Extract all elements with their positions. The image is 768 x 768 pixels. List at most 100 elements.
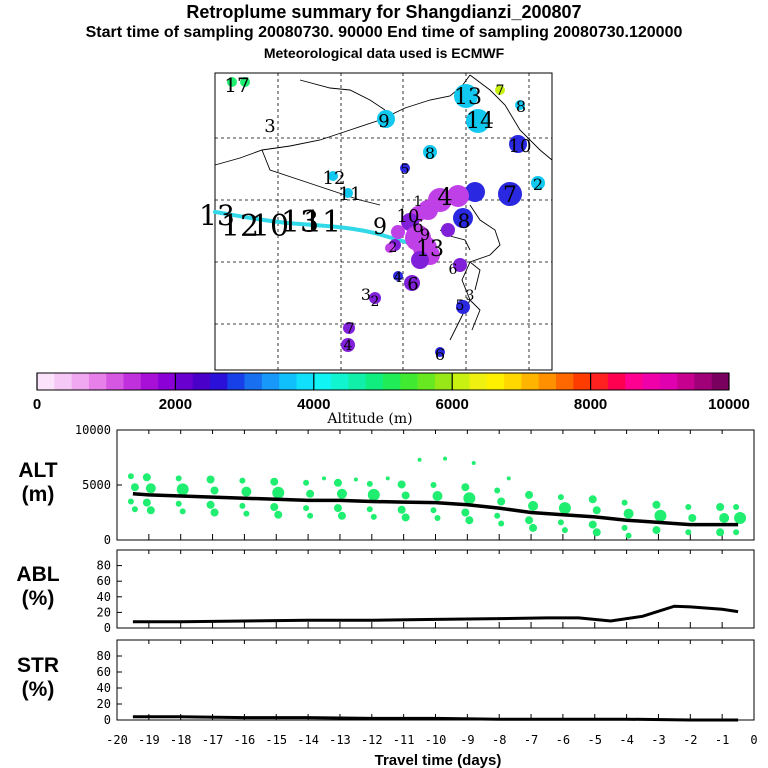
colorbar-axis-title: Altitude (m) bbox=[326, 411, 412, 427]
cluster-label: 9 bbox=[373, 215, 387, 240]
altitude-distribution-point bbox=[210, 486, 219, 495]
plume-cluster-marker bbox=[423, 145, 437, 159]
altitude-distribution-point bbox=[494, 487, 501, 494]
altitude-distribution-point bbox=[131, 506, 138, 513]
altitude-distribution-point bbox=[685, 504, 692, 510]
altitude-outlier-point bbox=[353, 477, 358, 482]
colorbar-swatch bbox=[538, 373, 557, 390]
colorbar-swatch bbox=[54, 373, 72, 390]
figure-title: Retroplume summary for Shangdianzi_20080… bbox=[186, 2, 582, 22]
altitude-distribution-point bbox=[142, 498, 151, 507]
altitude-distribution-point bbox=[557, 494, 564, 501]
y-tick-label: 60 bbox=[97, 665, 111, 679]
cluster-label: 10 bbox=[509, 136, 532, 157]
map-boundary bbox=[469, 261, 481, 291]
x-tick-label: -9 bbox=[460, 733, 474, 747]
cluster-label: 11 bbox=[303, 205, 341, 240]
altitude-distribution-point bbox=[333, 504, 342, 513]
altitude-distribution-point bbox=[561, 527, 568, 534]
plume-cluster-marker bbox=[498, 182, 522, 206]
plume-cluster-marker bbox=[341, 338, 355, 352]
map-boundary bbox=[299, 79, 386, 111]
plume-cluster-marker bbox=[465, 182, 485, 202]
altitude-distribution-point bbox=[652, 500, 661, 509]
altitude-distribution-point bbox=[463, 492, 476, 505]
x-tick-label: -15 bbox=[265, 733, 287, 747]
y-tick-label: 0 bbox=[104, 713, 111, 727]
plume-cluster-marker bbox=[466, 109, 490, 133]
cluster-label: 5 bbox=[401, 162, 410, 178]
cluster-label: 8 bbox=[425, 144, 435, 163]
x-tick-label: -11 bbox=[393, 733, 415, 747]
altitude-distribution-point bbox=[592, 528, 601, 537]
colorbar-swatch bbox=[106, 373, 124, 390]
altitude-outlier-point bbox=[443, 456, 448, 461]
altitude-distribution-point bbox=[142, 473, 151, 482]
x-axis-title: Travel time (days) bbox=[375, 752, 502, 768]
colorbar-swatch bbox=[452, 373, 470, 390]
altitude-distribution-point bbox=[206, 500, 215, 509]
y-tick-label: 5000 bbox=[82, 478, 111, 492]
altitude-distribution-point bbox=[127, 498, 134, 505]
cluster-label: 7 bbox=[346, 321, 355, 337]
altitude-distribution-point bbox=[239, 477, 246, 484]
altitude-distribution-point bbox=[176, 483, 189, 496]
altitude-distribution-point bbox=[497, 497, 506, 506]
abl-fraction-line bbox=[132, 604, 739, 624]
plume-cluster-marker bbox=[453, 258, 467, 272]
colorbar-swatch bbox=[694, 373, 712, 390]
altitude-distribution-point bbox=[337, 511, 346, 520]
colorbar-swatch bbox=[417, 373, 436, 390]
colorbar-tick-label: 8000 bbox=[574, 396, 607, 413]
cluster-label: 13 bbox=[416, 237, 444, 262]
cluster-label: 8 bbox=[458, 209, 471, 233]
altitude-distribution-point bbox=[494, 512, 501, 519]
altitude-distribution-point bbox=[307, 512, 314, 519]
altitude-distribution-point bbox=[498, 520, 505, 527]
altitude-distribution-point bbox=[461, 483, 470, 492]
plume-cluster-marker bbox=[495, 85, 505, 95]
colorbar-swatch bbox=[261, 373, 280, 390]
colorbar-swatch bbox=[573, 373, 591, 390]
x-tick-label: -4 bbox=[619, 733, 633, 747]
y-tick-label: 0 bbox=[104, 533, 111, 547]
cluster-label: 2 bbox=[389, 240, 398, 256]
cluster-label: 4 bbox=[394, 270, 403, 286]
altitude-distribution-point bbox=[432, 491, 443, 501]
x-tick-label: -18 bbox=[170, 733, 192, 747]
altitude-outlier-point bbox=[322, 476, 327, 481]
colorbar-tick-label: 6000 bbox=[436, 396, 469, 413]
colorbar-swatch bbox=[400, 373, 418, 390]
colorbar-swatch bbox=[521, 373, 539, 390]
cluster-label: 3 bbox=[466, 288, 475, 304]
altitude-distribution-point bbox=[175, 500, 182, 507]
cluster-label: 6 bbox=[435, 345, 445, 364]
cluster-label: 6 bbox=[449, 262, 458, 278]
plume-cluster-marker bbox=[391, 225, 405, 239]
colorbar-swatch bbox=[192, 373, 211, 390]
colorbar-swatch bbox=[383, 373, 401, 390]
altitude-distribution-point bbox=[397, 480, 406, 489]
x-tick-label: 0 bbox=[750, 733, 757, 747]
panel-ylabel-unit: (%) bbox=[22, 678, 55, 701]
colorbar-swatch bbox=[279, 373, 297, 390]
colorbar-swatch bbox=[365, 373, 384, 390]
y-tick-label: 80 bbox=[97, 649, 111, 663]
plume-cluster-marker bbox=[454, 84, 478, 108]
altitude-distribution-point bbox=[652, 526, 661, 535]
altitude-distribution-point bbox=[529, 523, 538, 532]
x-tick-label: -6 bbox=[556, 733, 570, 747]
plume-cluster-marker bbox=[531, 176, 545, 190]
cluster-label: 1 bbox=[414, 194, 423, 210]
altitude-distribution-point bbox=[401, 491, 410, 500]
altitude-distribution-point bbox=[588, 495, 597, 504]
colorbar-swatch bbox=[469, 373, 488, 390]
colorbar-swatch bbox=[642, 373, 661, 390]
colorbar-swatch bbox=[210, 373, 228, 390]
cluster-label: 6 bbox=[412, 216, 423, 237]
map-boundary bbox=[469, 74, 553, 161]
altitude-distribution-point bbox=[716, 503, 725, 511]
cluster-label: 4 bbox=[344, 338, 353, 354]
colorbar-swatch bbox=[486, 373, 505, 390]
